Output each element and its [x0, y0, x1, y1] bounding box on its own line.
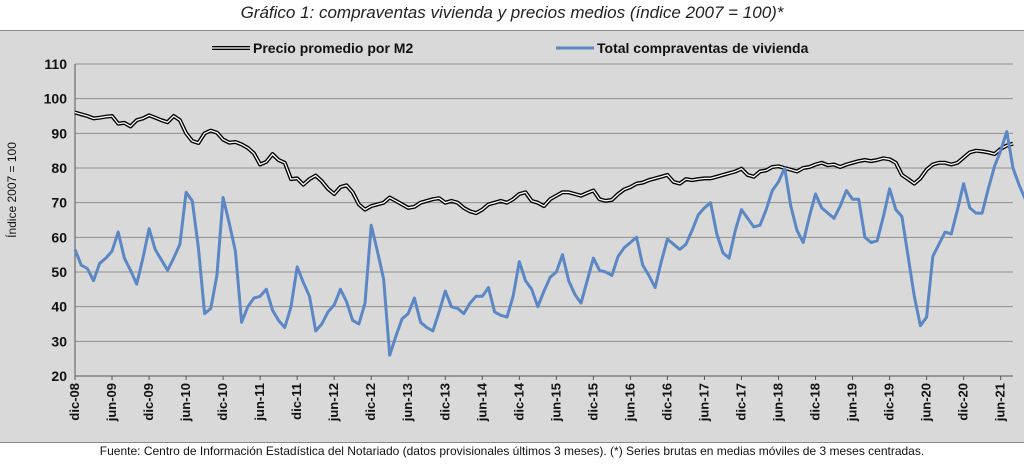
y-axis-label: Índice 2007 = 100 — [4, 142, 19, 238]
x-tick-label: dic-14 — [511, 382, 526, 420]
data-series — [73, 110, 1024, 357]
x-tick-label: jun-21 — [993, 383, 1008, 422]
legend-label: Total compraventas de vivienda — [597, 40, 809, 56]
x-tick-label: dic-11 — [289, 383, 304, 420]
y-tick-label: 70 — [51, 195, 67, 211]
x-tick-label: jun-17 — [696, 383, 711, 422]
x-tick-label: jun-09 — [104, 383, 119, 422]
series-line-sales — [73, 130, 1024, 357]
x-tick-label: dic-13 — [437, 383, 452, 421]
y-tick-label: 50 — [51, 264, 67, 280]
y-tick-label: 40 — [51, 299, 67, 315]
x-tick-label: dic-16 — [659, 383, 674, 421]
legend: Precio promedio por M2 Total compraventas… — [212, 40, 809, 56]
x-tick-label: dic-20 — [956, 383, 971, 421]
x-tick-label: jun-15 — [548, 383, 563, 422]
x-tick-label: jun-20 — [919, 383, 934, 422]
gridlines — [75, 63, 1013, 377]
y-tick-label: 60 — [51, 229, 67, 245]
y-tick-label: 90 — [51, 125, 67, 141]
x-tick-label: dic-17 — [733, 383, 748, 421]
y-tick-label: 30 — [51, 333, 67, 349]
x-tick-label: dic-12 — [363, 383, 378, 421]
y-tick-label: 110 — [44, 56, 67, 72]
y-tick-label: 100 — [44, 91, 68, 107]
plot-area — [75, 64, 1013, 376]
x-tick-label: jun-11 — [252, 383, 267, 422]
x-tick-label: jun-18 — [771, 383, 786, 422]
x-tick-label: jun-19 — [845, 383, 860, 422]
x-axis: dic-08 jun-09 dic-09 jun-10 dic-10 jun-11 dic-… — [67, 376, 1008, 422]
x-tick-label: jun-10 — [178, 383, 193, 422]
y-axis: 20 30 40 50 60 70 80 90 100 110 — [44, 56, 76, 384]
legend-label: Precio promedio por M2 — [253, 40, 413, 56]
y-tick-label: 20 — [51, 368, 67, 384]
x-tick-label: jun-14 — [474, 382, 489, 422]
y-tick-label: 80 — [51, 160, 67, 176]
x-tick-label: dic-09 — [141, 383, 156, 421]
chart-title: Gráfico 1: compraventas vivienda y preci… — [240, 3, 784, 22]
x-tick-label: dic-19 — [882, 383, 897, 421]
x-tick-label: jun-16 — [622, 383, 637, 422]
x-tick-label: dic-18 — [808, 383, 823, 421]
x-tick-label: jun-12 — [326, 383, 341, 422]
x-tick-label: dic-10 — [215, 383, 230, 421]
series-line-price-inner — [74, 111, 1014, 214]
x-tick-label: dic-08 — [67, 383, 82, 421]
source-note: Fuente: Centro de Información Estadístic… — [99, 444, 925, 458]
x-tick-label: jun-13 — [400, 383, 415, 422]
x-tick-label: dic-15 — [585, 383, 600, 421]
